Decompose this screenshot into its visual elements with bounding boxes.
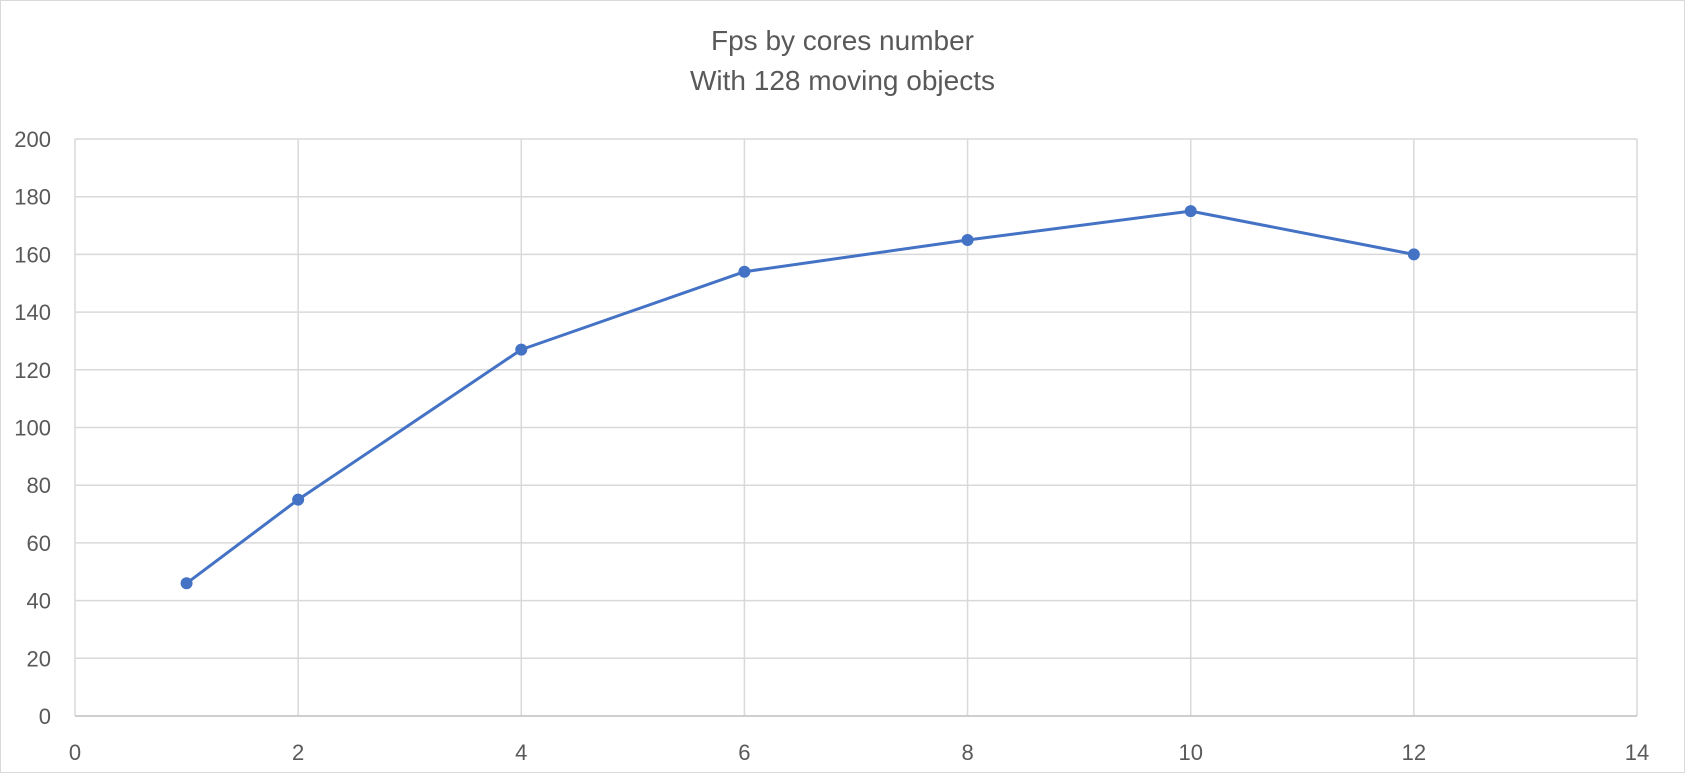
data-point <box>1407 248 1420 261</box>
x-axis-ticks: 0 2 4 6 8 10 12 14 <box>69 740 1649 765</box>
data-point <box>292 493 305 506</box>
y-tick-label: 180 <box>14 185 51 210</box>
y-tick-label: 80 <box>27 473 51 498</box>
y-tick-label: 100 <box>14 416 51 441</box>
data-point <box>515 343 528 356</box>
x-tick-label: 10 <box>1178 740 1202 765</box>
grid <box>75 138 1638 716</box>
y-axis-ticks: 0 20 40 60 80 100 120 140 160 180 200 <box>14 127 51 729</box>
axes <box>74 139 1637 717</box>
data-point <box>1184 205 1197 218</box>
data-point <box>180 577 193 590</box>
y-tick-label: 60 <box>27 531 51 556</box>
x-tick-label: 6 <box>738 740 750 765</box>
x-tick-label: 8 <box>961 740 973 765</box>
y-tick-label: 200 <box>14 127 51 152</box>
series-line <box>185 209 1415 585</box>
x-tick-label: 12 <box>1402 740 1426 765</box>
data-point <box>738 265 751 278</box>
chart-title: Fps by cores number <box>711 25 974 56</box>
data-point <box>961 233 974 246</box>
y-tick-label: 20 <box>27 646 51 671</box>
y-tick-label: 0 <box>39 704 51 729</box>
x-tick-label: 14 <box>1625 740 1649 765</box>
y-tick-label: 140 <box>14 300 51 325</box>
series-group <box>180 205 1420 590</box>
y-tick-label: 40 <box>27 589 51 614</box>
x-tick-label: 4 <box>515 740 527 765</box>
y-tick-label: 160 <box>14 242 51 267</box>
chart-subtitle: With 128 moving objects <box>689 65 996 96</box>
y-tick-label: 120 <box>14 358 51 383</box>
x-tick-label: 2 <box>292 740 304 765</box>
x-tick-label: 0 <box>69 740 81 765</box>
